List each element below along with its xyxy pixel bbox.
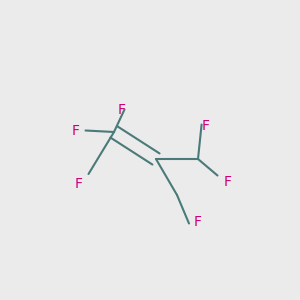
Text: F: F (202, 118, 209, 133)
Text: F: F (224, 175, 232, 188)
Text: F: F (118, 103, 125, 118)
Text: F: F (194, 215, 202, 230)
Text: F: F (71, 124, 80, 137)
Text: F: F (74, 178, 83, 191)
